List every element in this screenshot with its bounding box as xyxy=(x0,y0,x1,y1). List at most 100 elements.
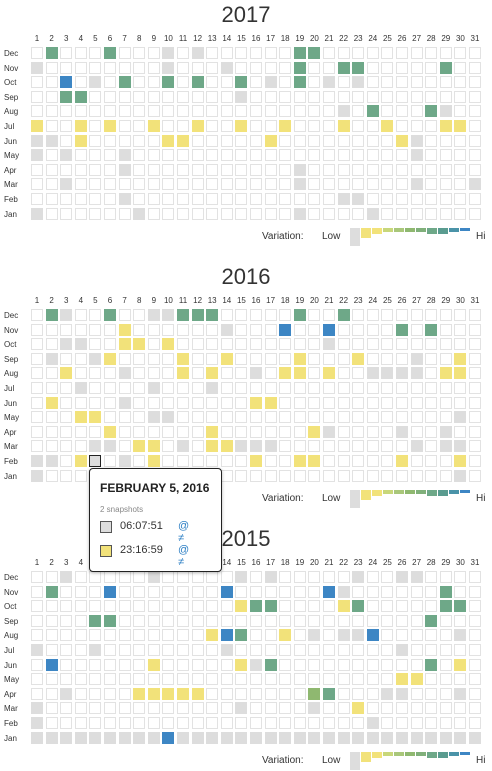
day-cell[interactable] xyxy=(206,440,219,453)
day-cell[interactable] xyxy=(206,367,219,380)
day-cell[interactable] xyxy=(352,352,365,365)
day-cell[interactable] xyxy=(74,411,87,424)
day-cell[interactable] xyxy=(293,47,306,59)
day-cell[interactable] xyxy=(104,585,116,598)
day-cell[interactable] xyxy=(352,702,365,715)
day-cell[interactable] xyxy=(439,425,452,438)
day-cell[interactable] xyxy=(264,134,277,147)
day-cell[interactable] xyxy=(60,338,73,351)
day-cell[interactable] xyxy=(31,134,43,147)
day-cell[interactable] xyxy=(454,731,467,744)
day-cell[interactable] xyxy=(118,396,131,409)
day-cell[interactable] xyxy=(162,731,175,744)
day-cell[interactable] xyxy=(337,600,350,613)
day-cell[interactable] xyxy=(264,396,277,409)
snapshot-time-link[interactable]: 06:07:51 xyxy=(120,520,163,532)
day-cell[interactable] xyxy=(31,731,43,744)
day-cell[interactable] xyxy=(381,120,394,132)
day-cell[interactable] xyxy=(439,600,452,613)
day-cell[interactable] xyxy=(177,352,189,365)
day-cell[interactable] xyxy=(250,600,262,613)
day-cell[interactable] xyxy=(352,600,365,613)
day-cell[interactable] xyxy=(308,455,321,467)
day-cell[interactable] xyxy=(454,629,467,642)
day-cell[interactable] xyxy=(89,644,102,656)
day-cell[interactable] xyxy=(454,440,467,453)
day-cell[interactable] xyxy=(74,455,87,467)
day-cell[interactable] xyxy=(31,702,43,715)
day-cell[interactable] xyxy=(177,440,189,453)
day-cell[interactable] xyxy=(162,687,175,700)
day-cell[interactable] xyxy=(60,309,73,321)
day-cell[interactable] xyxy=(454,455,467,467)
day-cell[interactable] xyxy=(439,105,452,118)
day-cell[interactable] xyxy=(469,178,481,191)
day-cell[interactable] xyxy=(45,731,58,744)
day-cell[interactable] xyxy=(425,731,438,744)
day-cell[interactable] xyxy=(177,367,189,380)
day-cell[interactable] xyxy=(264,731,277,744)
day-cell[interactable] xyxy=(206,425,219,438)
day-cell[interactable] xyxy=(410,352,423,365)
day-cell[interactable] xyxy=(104,352,116,365)
day-cell[interactable] xyxy=(104,309,116,321)
day-cell[interactable] xyxy=(323,687,335,700)
day-cell[interactable] xyxy=(220,629,233,642)
day-cell[interactable] xyxy=(352,193,365,205)
day-cell[interactable] xyxy=(147,120,160,132)
day-cell[interactable] xyxy=(60,367,73,380)
day-cell[interactable] xyxy=(74,731,87,744)
day-cell[interactable] xyxy=(352,629,365,642)
day-cell[interactable] xyxy=(104,614,116,627)
day-cell[interactable] xyxy=(45,134,58,147)
day-cell[interactable] xyxy=(74,134,87,147)
day-cell[interactable] xyxy=(454,600,467,613)
day-cell[interactable] xyxy=(308,47,321,59)
day-cell[interactable] xyxy=(366,367,379,380)
day-cell[interactable] xyxy=(250,658,262,671)
day-cell[interactable] xyxy=(118,455,131,467)
day-cell[interactable] xyxy=(191,120,204,132)
day-cell[interactable] xyxy=(323,731,335,744)
day-cell[interactable] xyxy=(220,644,233,656)
day-cell[interactable] xyxy=(454,658,467,671)
day-cell[interactable] xyxy=(162,309,175,321)
snapshot-compare-link[interactable]: @ ≠ xyxy=(178,544,190,568)
day-cell[interactable] xyxy=(410,149,423,162)
day-cell[interactable] xyxy=(147,687,160,700)
day-cell[interactable] xyxy=(147,658,160,671)
day-cell[interactable] xyxy=(250,367,262,380)
day-cell[interactable] xyxy=(410,134,423,147)
day-cell[interactable] xyxy=(250,396,262,409)
day-cell[interactable] xyxy=(89,455,102,467)
day-cell[interactable] xyxy=(118,367,131,380)
snapshot-compare-link[interactable]: @ ≠ xyxy=(178,520,190,544)
day-cell[interactable] xyxy=(293,178,306,191)
day-cell[interactable] xyxy=(352,76,365,89)
day-cell[interactable] xyxy=(235,90,248,103)
day-cell[interactable] xyxy=(366,629,379,642)
day-cell[interactable] xyxy=(410,571,423,583)
day-cell[interactable] xyxy=(220,731,233,744)
day-cell[interactable] xyxy=(337,309,350,321)
day-cell[interactable] xyxy=(425,658,438,671)
day-cell[interactable] xyxy=(337,105,350,118)
day-cell[interactable] xyxy=(45,352,58,365)
day-cell[interactable] xyxy=(293,367,306,380)
day-cell[interactable] xyxy=(410,673,423,686)
day-cell[interactable] xyxy=(220,61,233,74)
day-cell[interactable] xyxy=(45,396,58,409)
day-cell[interactable] xyxy=(264,440,277,453)
day-cell[interactable] xyxy=(206,731,219,744)
day-cell[interactable] xyxy=(147,731,160,744)
day-cell[interactable] xyxy=(410,367,423,380)
day-cell[interactable] xyxy=(439,120,452,132)
day-cell[interactable] xyxy=(31,469,43,482)
day-cell[interactable] xyxy=(293,455,306,467)
day-cell[interactable] xyxy=(352,731,365,744)
day-cell[interactable] xyxy=(162,411,175,424)
day-cell[interactable] xyxy=(118,323,131,336)
day-cell[interactable] xyxy=(396,367,408,380)
day-cell[interactable] xyxy=(308,425,321,438)
day-cell[interactable] xyxy=(118,338,131,351)
